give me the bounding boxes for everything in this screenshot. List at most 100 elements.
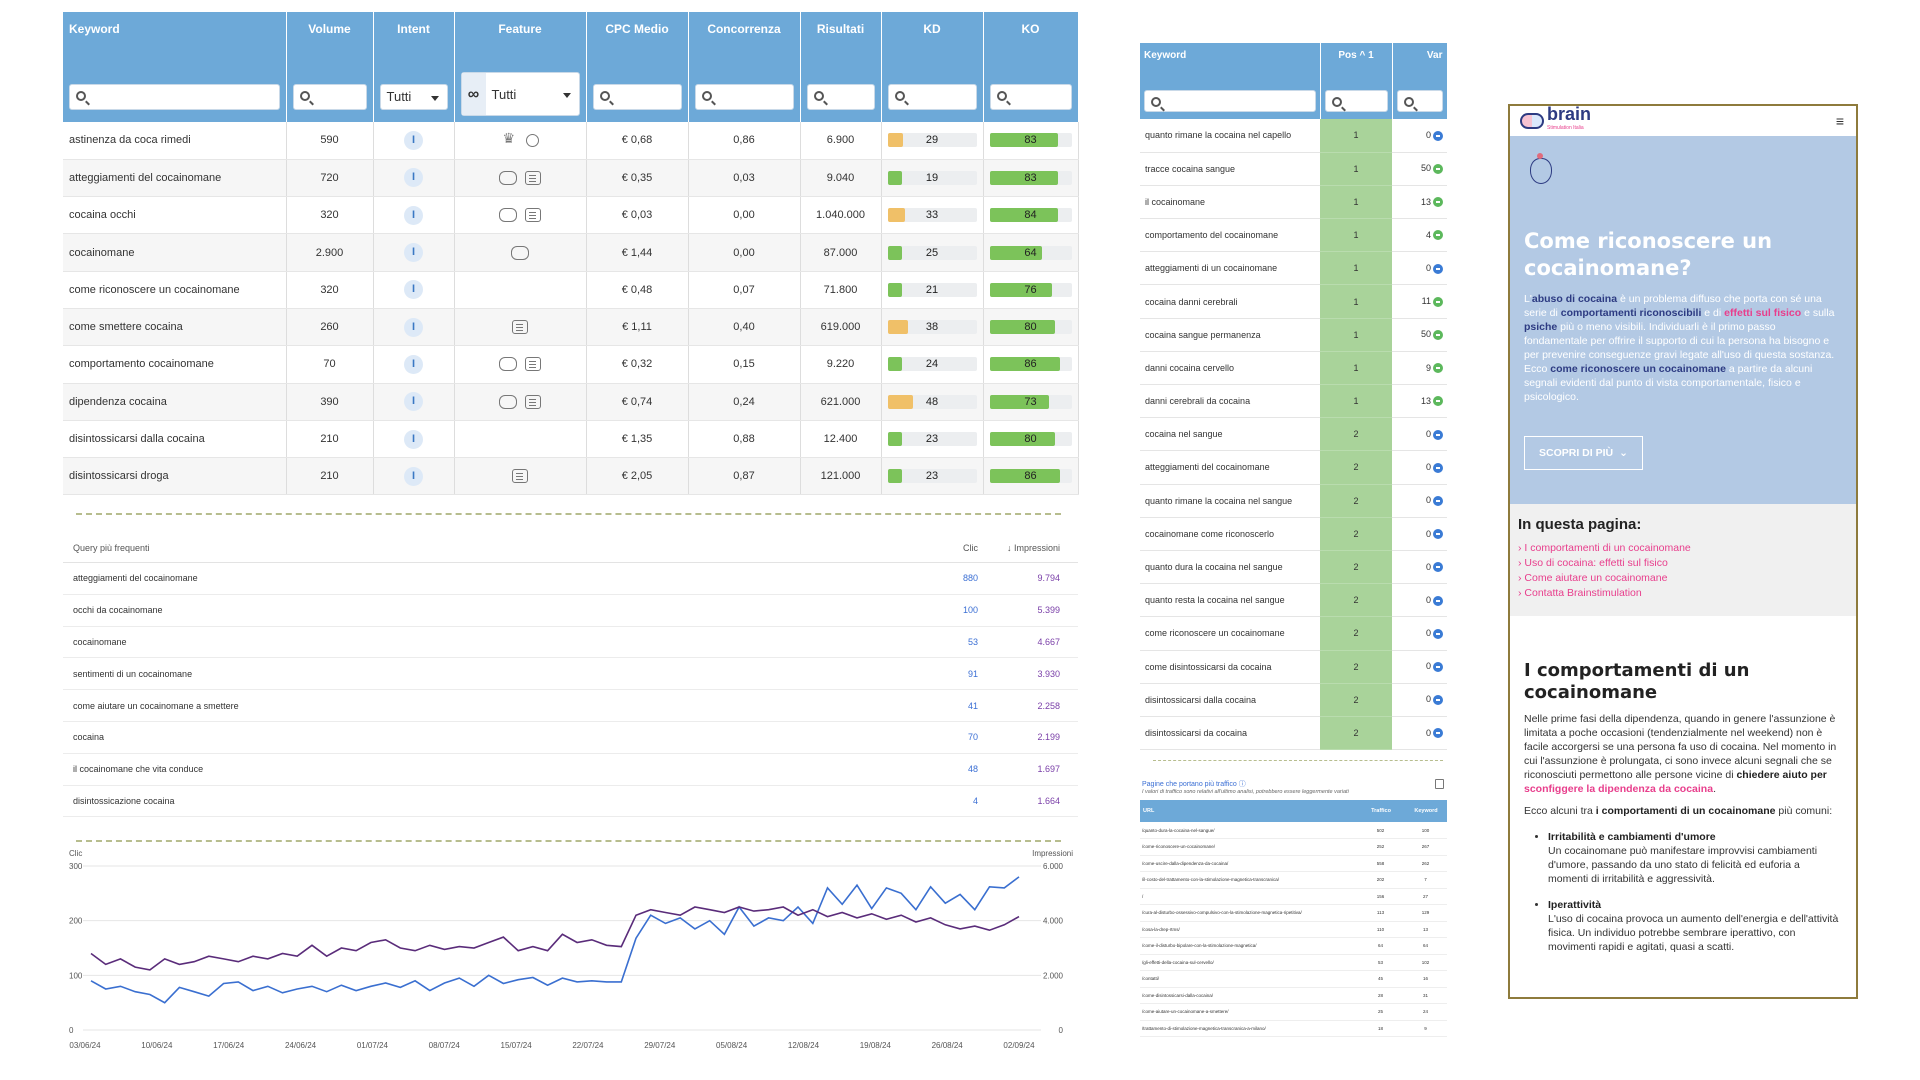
pos-keyword[interactable]: danni cocaina cervello (1140, 351, 1320, 386)
pos-keyword[interactable]: danni cerebrali da cocaina (1140, 384, 1320, 419)
col-kd[interactable]: KD (881, 12, 984, 122)
pos-keyword[interactable]: come riconoscere un cocainomane (1140, 616, 1320, 651)
col-concorrenza[interactable]: Concorrenza (688, 12, 801, 122)
table-row[interactable]: /come-uscire-dalla-dipendenza-da-cocaina… (1140, 855, 1447, 872)
traffic-url[interactable]: /trattamento-di-stimolazione-magnetica-t… (1140, 1020, 1357, 1037)
concorrenza-filter-input[interactable] (694, 84, 794, 110)
traffic-url[interactable]: /gli-effetti-della-cocaina-sul-cervello/ (1140, 954, 1357, 971)
toc-link[interactable]: Come aiutare un cocainomane (1518, 571, 1848, 586)
pos-keyword[interactable]: disintossicarsi dalla cocaina (1140, 683, 1320, 717)
toc-link[interactable]: Uso di cocaina: effetti sul fisico (1518, 556, 1848, 571)
cell-keyword[interactable]: cocainomane (63, 233, 287, 272)
col-ko[interactable]: KO (983, 12, 1079, 122)
pos-keyword[interactable]: disintossicarsi da cocaina (1140, 716, 1320, 751)
pos-keyword[interactable]: comportamento del cocainomane (1140, 218, 1320, 253)
table-row[interactable]: /come-disintossicarsi-dalla-cocaina/ 28 … (1140, 987, 1447, 1004)
col-intent[interactable]: Intent Tutti (373, 12, 455, 122)
table-row[interactable]: /cosa-la-drep-rtms/ 110 13 (1140, 921, 1447, 938)
table-row[interactable]: /trattamento-di-stimolazione-magnetica-t… (1140, 1020, 1447, 1037)
pos-keyword[interactable]: come disintossicarsi da cocaina (1140, 650, 1320, 684)
traffic-url[interactable]: /il-costo-del-trattamento-con-la-stimola… (1140, 871, 1357, 889)
pos-keyword[interactable]: cocaina sangue permanenza (1140, 318, 1320, 352)
col-traffic-keyword[interactable]: Keyword (1402, 800, 1447, 822)
cell-keyword[interactable]: atteggiamenti del cocainomane (63, 159, 287, 198)
traffic-url[interactable]: /cura-al-disturbo-ossessivo-compulsivo-c… (1140, 904, 1357, 922)
pos-keyword[interactable]: atteggiamenti di un cocainomane (1140, 251, 1320, 286)
table-row[interactable]: disintossicarsi dalla cocaina 210 I € 1,… (63, 420, 1079, 459)
table-row[interactable]: danni cocaina cervello 1 9 (1140, 351, 1447, 386)
pos-filter-input[interactable] (1324, 90, 1388, 112)
volume-filter-input[interactable] (292, 84, 367, 110)
table-row[interactable]: / 156 27 (1140, 888, 1447, 905)
table-row[interactable]: come riconoscere un cocainomane 320 I € … (63, 271, 1079, 309)
export-icon[interactable] (1435, 779, 1444, 789)
list-item[interactable]: il cocainomane che vita conduce 48 1.697 (63, 754, 1078, 786)
traffic-url[interactable]: /come-uscire-dalla-dipendenza-da-cocaina… (1140, 855, 1357, 872)
hamburger-icon[interactable]: ≡ (1835, 113, 1844, 129)
table-row[interactable]: cocaina nel sangue 2 0 (1140, 417, 1447, 452)
pos-keyword[interactable]: tracce cocaina sangue (1140, 152, 1320, 186)
keyword-filter-input[interactable] (69, 84, 280, 110)
traffic-url[interactable]: /cosa-la-drep-rtms/ (1140, 921, 1357, 938)
table-row[interactable]: cocaina occhi 320 I € 0,03 0,00 1.040.00… (63, 196, 1079, 235)
table-row[interactable]: disintossicarsi droga 210 I € 2,05 0,87 … (63, 457, 1079, 496)
traffic-url[interactable]: /come-riconoscere-un-cocainomane/ (1140, 838, 1357, 856)
table-row[interactable]: quanto rimane la cocaina nel capello 1 0 (1140, 119, 1447, 153)
table-row[interactable]: /il-costo-del-trattamento-con-la-stimola… (1140, 871, 1447, 889)
col-keyword[interactable]: Keyword (63, 12, 287, 122)
pos-keyword[interactable]: quanto rimane la cocaina nel sangue (1140, 484, 1320, 518)
traffic-url[interactable]: /come-il-disturbo-bipolare-con-la-stimol… (1140, 937, 1357, 955)
traffic-url[interactable]: /contatti/ (1140, 970, 1357, 988)
traffic-url[interactable]: /come-disintossicarsi-dalla-cocaina/ (1140, 987, 1357, 1004)
list-item[interactable]: occhi da cocainomane 100 5.399 (63, 595, 1078, 627)
queries-impr-header[interactable]: ↓ Impressioni (978, 543, 1078, 553)
table-row[interactable]: tracce cocaina sangue 1 50 (1140, 152, 1447, 186)
traffic-url[interactable]: /quanto-dura-la-cocaina-nel-sangue/ (1140, 822, 1357, 839)
link-sconfiggere[interactable]: sconfiggere la dipendenza da cocaina (1524, 783, 1714, 795)
intent-filter-select[interactable]: Tutti (379, 84, 448, 110)
pos-keyword[interactable]: quanto dura la cocaina nel sangue (1140, 550, 1320, 585)
pos-keyword[interactable]: cocaina danni cerebrali (1140, 284, 1320, 319)
table-row[interactable]: /come-aiutare-un-cocainomane-a-smettere/… (1140, 1003, 1447, 1021)
col-pos[interactable]: Pos ^ 1 (1320, 43, 1393, 119)
table-row[interactable]: cocainomane come riconoscerlo 2 0 (1140, 517, 1447, 551)
table-row[interactable]: il cocainomane 1 13 (1140, 185, 1447, 220)
table-row[interactable]: astinenza da coca rimedi 590 I € 0,68 0,… (63, 122, 1079, 160)
pos-keyword[interactable]: il cocainomane (1140, 185, 1320, 220)
cell-keyword[interactable]: come smettere cocaina (63, 308, 287, 347)
table-row[interactable]: dipendenza cocaina 390 I € 0,74 0,24 621… (63, 383, 1079, 421)
table-row[interactable]: quanto dura la cocaina nel sangue 2 0 (1140, 550, 1447, 585)
brain-logo[interactable]: brain Stimulation Italia (1520, 106, 1591, 135)
pos-keyword[interactable]: cocaina nel sangue (1140, 417, 1320, 452)
col-volume[interactable]: Volume (286, 12, 374, 122)
table-row[interactable]: /cura-al-disturbo-ossessivo-compulsivo-c… (1140, 904, 1447, 922)
ko-filter-input[interactable] (989, 84, 1072, 110)
cell-keyword[interactable]: come riconoscere un cocainomane (63, 271, 287, 309)
table-row[interactable]: /come-il-disturbo-bipolare-con-la-stimol… (1140, 937, 1447, 955)
list-item[interactable]: atteggiamenti del cocainomane 880 9.794 (63, 563, 1078, 595)
list-item[interactable]: disintossicazione cocaina 4 1.664 (63, 786, 1078, 818)
table-row[interactable]: /contatti/ 45 16 (1140, 970, 1447, 988)
table-row[interactable]: cocaina sangue permanenza 1 50 (1140, 318, 1447, 352)
table-row[interactable]: atteggiamenti di un cocainomane 1 0 (1140, 251, 1447, 286)
table-row[interactable]: danni cerebrali da cocaina 1 13 (1140, 384, 1447, 419)
toc-link[interactable]: Contatta Brainstimulation (1518, 586, 1848, 601)
table-row[interactable]: /quanto-dura-la-cocaina-nel-sangue/ 502 … (1140, 822, 1447, 839)
table-row[interactable]: come disintossicarsi da cocaina 2 0 (1140, 650, 1447, 684)
col-feature[interactable]: Feature ∞ Tutti (454, 12, 587, 122)
traffic-url[interactable]: / (1140, 888, 1357, 905)
feature-filter-select[interactable]: ∞ Tutti (460, 72, 580, 116)
cell-keyword[interactable]: disintossicarsi dalla cocaina (63, 420, 287, 459)
table-row[interactable]: comportamento del cocainomane 1 4 (1140, 218, 1447, 253)
col-risultati[interactable]: Risultati (800, 12, 882, 122)
pos-keyword[interactable]: atteggiamenti del cocainomane (1140, 450, 1320, 485)
pos-keyword[interactable]: cocainomane come riconoscerlo (1140, 517, 1320, 551)
table-row[interactable]: come riconoscere un cocainomane 2 0 (1140, 616, 1447, 651)
table-row[interactable]: disintossicarsi dalla cocaina 2 0 (1140, 683, 1447, 717)
table-row[interactable]: quanto resta la cocaina nel sangue 2 0 (1140, 583, 1447, 618)
col-url[interactable]: URL (1140, 800, 1357, 822)
cell-keyword[interactable]: disintossicarsi droga (63, 457, 287, 496)
table-row[interactable]: atteggiamenti del cocainomane 720 I € 0,… (63, 159, 1079, 198)
infinity-icon[interactable]: ∞ (461, 73, 486, 115)
list-item[interactable]: cocainomane 53 4.667 (63, 627, 1078, 659)
